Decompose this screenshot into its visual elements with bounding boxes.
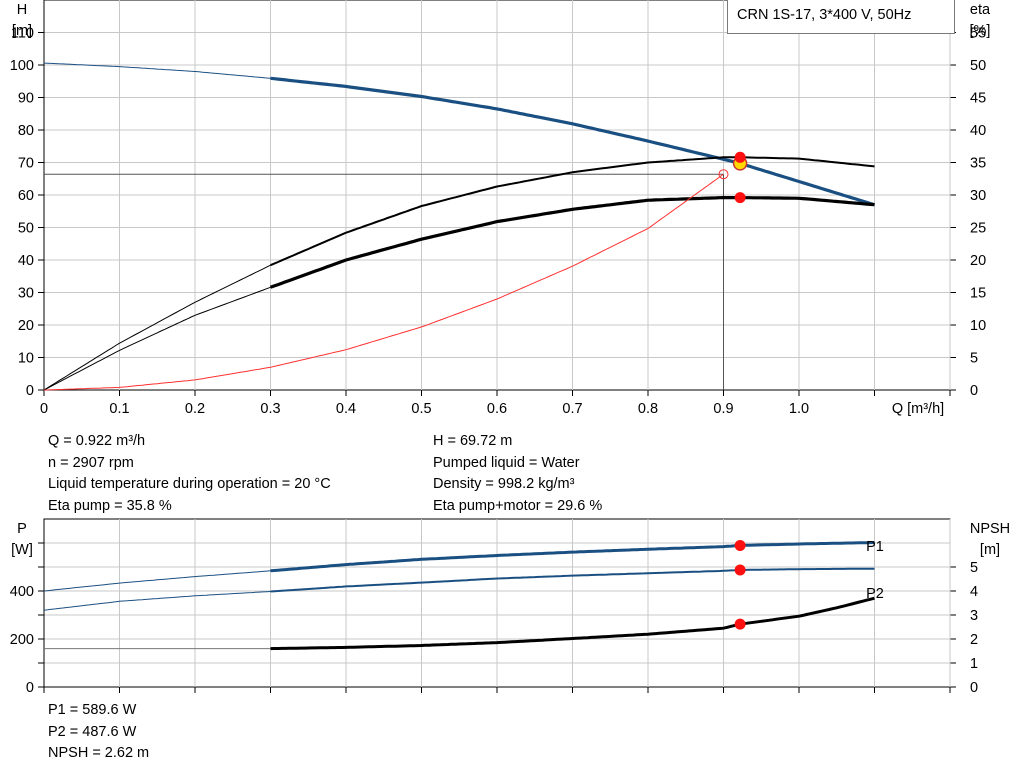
top-xtick-label: 0.6 [487,401,507,417]
top-ytick-label-left: 40 [18,253,34,269]
top-ytick-label-left: 80 [18,123,34,139]
info-flow: Q = 0.922 m³/h [48,433,146,449]
bottom-ytick-label-right: 3 [970,608,978,624]
bottom-ytick-label-left: 400 [10,584,34,600]
bottom-ytick-label-right: 5 [970,560,978,576]
top-ytick-label-right: 20 [970,253,986,269]
top-left-axis-unit: [m] [12,23,32,39]
p2-curve-label: P2 [866,586,884,602]
top-xtick-label: 0.7 [562,401,582,417]
info-head: H = 69.72 m [433,433,513,449]
top-xtick-label: 0.5 [411,401,431,417]
npsh-curve [270,596,875,651]
top-ytick-label-right: 25 [970,221,986,237]
bottom-ytick-label-right: 2 [970,632,978,648]
top-xtick-label: 0.1 [109,401,129,417]
info-pumped-liquid: Pumped liquid = Water [433,454,580,471]
p1-curve-label: P1 [866,539,884,555]
top-xtick-label: 0.2 [185,401,205,417]
top-xtick-label: 1.0 [789,401,809,417]
operating-info-left: Q = 0.922 m³/h n = 2907 rpm Liquid tempe… [48,431,331,517]
top-ytick-label-right: 35 [970,156,986,172]
eta-pump-operating-point [734,151,746,163]
info-liquid-temperature: Liquid temperature during operation = 20… [48,476,331,492]
H-curve [270,76,875,207]
npsh-operating-point [734,618,746,630]
info-speed: n = 2907 rpm [48,454,134,471]
top-ytick-label-left: 100 [10,58,34,74]
top-xtick-label: 0.9 [713,401,733,417]
p1-curve [270,541,875,573]
eta_pump_motor-curve [269,196,875,289]
p1-operating-point [734,539,746,551]
info-eta-pump: Eta pump = 35.8 % [48,497,172,514]
bottom-ytick-label-right: 1 [970,656,978,672]
top-ytick-label-left: 60 [18,188,34,204]
bottom-ytick-label-left: 0 [26,680,34,696]
info-p2: P2 = 487.6 W [48,723,137,740]
bottom-ytick-label-left: 200 [10,632,34,648]
p2-curve-thin [43,591,271,611]
top-ytick-label-right: 50 [970,58,986,74]
top-ytick-label-left: 110 [11,26,34,42]
top-xtick-label: 0.3 [260,401,280,417]
top-ytick-label-right: 40 [970,123,986,139]
top-left-axis-label: H [17,2,27,18]
bottom-left-axis-unit: [W] [11,542,33,558]
top-ytick-label-left: 10 [18,351,34,367]
top-ytick-label-right: 55 [970,26,986,42]
top-ytick-label-left: 70 [18,156,34,172]
top-ytick-label-right: 0 [970,383,978,399]
eta_pump-curve-thin [43,264,271,391]
top-ytick-label-right: 30 [970,188,986,204]
pump-title: CRN 1S-17, 3*400 V, 50Hz [727,0,955,34]
top-ytick-label-left: 0 [26,383,34,399]
top-ytick-label-right: 45 [970,91,986,107]
power-info: P1 = 589.6 W P2 = 487.6 W NPSH = 2.62 m [48,700,149,765]
info-density: Density = 998.2 kg/m³ [433,476,575,492]
H-curve-thin [43,62,271,79]
top-ytick-label-left: 30 [18,286,34,302]
top-ytick-label-left: 90 [18,91,34,107]
info-p1: P1 = 589.6 W [48,702,137,718]
p2-operating-point [734,564,746,576]
top-ytick-label-right: 5 [970,351,978,367]
eta_pump_motor-curve-thin [43,286,271,391]
bottom-right-axis-unit: [m] [980,542,1000,558]
bottom-ytick-label-right: 0 [970,680,978,696]
system_curve-curve [43,173,724,391]
info-eta-pump-motor: Eta pump+motor = 29.6 % [433,497,603,514]
system-curve-end-marker [718,169,729,180]
operating-info-right: H = 69.72 m Pumped liquid = Water Densit… [433,431,602,517]
top-right-axis-label: eta [970,2,991,18]
top-right-axis-unit: [%] [970,23,991,39]
bottom-left-axis-label: P [17,521,27,537]
top-ytick-label-right: 10 [970,318,986,334]
info-npsh: NPSH = 2.62 m [48,745,150,761]
top-ytick-label-left: 50 [18,221,34,237]
bottom-ytick-label-right: 4 [970,584,978,600]
top-x-axis-label: Q [m³/h] [892,401,944,417]
bottom-right-axis-label: NPSH [970,521,1010,537]
p1-curve-thin [43,570,271,592]
top-ytick-label-left: 20 [18,318,34,334]
top-ytick-label-right: 15 [970,286,986,302]
p2-curve [270,567,875,593]
top-xtick-label: 0.8 [638,401,658,417]
top-xtick-label: 0 [40,401,48,417]
eta_pump-curve [270,156,875,267]
eta-pump-motor-operating-point [734,192,746,204]
top-xtick-label: 0.4 [336,401,356,417]
